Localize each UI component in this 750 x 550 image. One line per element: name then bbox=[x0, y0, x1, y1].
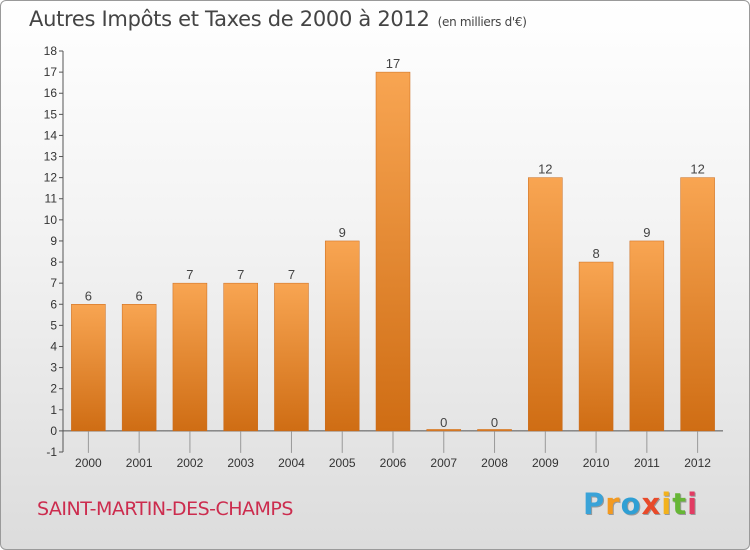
chart-title: Autres Impôts et Taxes de 2000 à 2012 (en… bbox=[29, 7, 527, 31]
y-tick-label: 12 bbox=[44, 171, 58, 185]
bar-2002 bbox=[172, 282, 208, 432]
bar-2001 bbox=[121, 304, 157, 432]
y-tick-label: 5 bbox=[50, 318, 57, 332]
logo-letter: i bbox=[687, 487, 699, 521]
value-label-2002: 7 bbox=[186, 267, 193, 282]
value-label-2001: 6 bbox=[136, 288, 143, 303]
y-tick-label: 13 bbox=[44, 150, 58, 164]
x-tick-label-2008: 2008 bbox=[481, 456, 508, 470]
y-tick-label: 7 bbox=[50, 276, 57, 290]
x-tick-label-2011: 2011 bbox=[634, 456, 660, 470]
y-tick-label: 9 bbox=[50, 234, 57, 248]
x-tick-label-2007: 2007 bbox=[430, 456, 457, 470]
bar-2012 bbox=[680, 177, 715, 432]
bar-2006 bbox=[375, 71, 411, 432]
bar-2010 bbox=[578, 261, 614, 432]
logo-letter: P bbox=[583, 487, 606, 521]
y-tick-label: 4 bbox=[50, 339, 57, 353]
bar-2011 bbox=[629, 240, 665, 432]
value-label-2006: 17 bbox=[386, 56, 400, 71]
y-tick-label: 17 bbox=[44, 65, 58, 79]
bar-2003 bbox=[223, 282, 258, 432]
value-label-2008: 0 bbox=[491, 415, 498, 430]
bar-2008 bbox=[477, 429, 512, 432]
bar-2004 bbox=[274, 282, 309, 432]
x-tick-label-2003: 2003 bbox=[227, 456, 254, 470]
bar-2009 bbox=[528, 177, 563, 432]
bar-2005 bbox=[324, 240, 360, 432]
x-tick-label-2006: 2006 bbox=[380, 456, 407, 470]
y-tick-label: 14 bbox=[44, 128, 58, 142]
bar-2000 bbox=[71, 304, 106, 432]
value-label-2012: 12 bbox=[690, 162, 704, 177]
value-label-2004: 7 bbox=[288, 267, 295, 282]
value-label-2009: 12 bbox=[538, 162, 552, 177]
logo-letter: x bbox=[641, 487, 662, 521]
y-tick-label: 10 bbox=[44, 213, 58, 227]
x-tick-label-2005: 2005 bbox=[329, 456, 356, 470]
logo-letter: i bbox=[661, 487, 673, 521]
y-tick-label: 3 bbox=[50, 361, 57, 375]
x-tick-label-2000: 2000 bbox=[75, 456, 102, 470]
value-label-2000: 6 bbox=[85, 288, 92, 303]
logo-letter: r bbox=[605, 487, 621, 521]
x-tick-label-2002: 2002 bbox=[177, 456, 204, 470]
x-tick-label-2012: 2012 bbox=[684, 456, 711, 470]
bars bbox=[71, 71, 715, 432]
x-tick-label-2009: 2009 bbox=[532, 456, 559, 470]
value-label-2003: 7 bbox=[237, 267, 244, 282]
y-tick-label: 16 bbox=[44, 86, 58, 100]
y-tick-label: 8 bbox=[50, 255, 57, 269]
x-tick-label-2004: 2004 bbox=[278, 456, 305, 470]
value-labels: 6 6 7 7 7 9 17 0 0 12 8 9 12 bbox=[85, 56, 705, 430]
y-tick-label: 1 bbox=[50, 403, 57, 417]
value-label-2005: 9 bbox=[339, 225, 346, 240]
chart-title-text: Autres Impôts et Taxes de 2000 à 2012 bbox=[29, 7, 430, 31]
value-label-2010: 8 bbox=[592, 246, 599, 261]
place-name: SAINT-MARTIN-DES-CHAMPS bbox=[37, 498, 293, 520]
y-tick-label: 6 bbox=[50, 297, 57, 311]
y-tick-label: 11 bbox=[45, 192, 58, 206]
y-tick-label: 18 bbox=[44, 44, 58, 58]
y-tick-label: 0 bbox=[50, 424, 57, 438]
logo-letter: o bbox=[620, 487, 642, 521]
proxiti-logo[interactable]: Proxiti bbox=[583, 487, 698, 521]
chart-subtitle: (en milliers d'€) bbox=[437, 15, 527, 29]
x-tick-label-2010: 2010 bbox=[583, 456, 610, 470]
logo-letter: t bbox=[672, 487, 688, 521]
y-tick-label: -1 bbox=[46, 445, 57, 459]
value-label-2011: 9 bbox=[643, 225, 650, 240]
y-tick-label: 2 bbox=[50, 382, 57, 396]
value-label-2007: 0 bbox=[440, 415, 447, 430]
bar-2007 bbox=[426, 429, 462, 432]
y-tick-label: 15 bbox=[44, 107, 58, 121]
x-tick-label-2001: 2001 bbox=[126, 456, 153, 470]
